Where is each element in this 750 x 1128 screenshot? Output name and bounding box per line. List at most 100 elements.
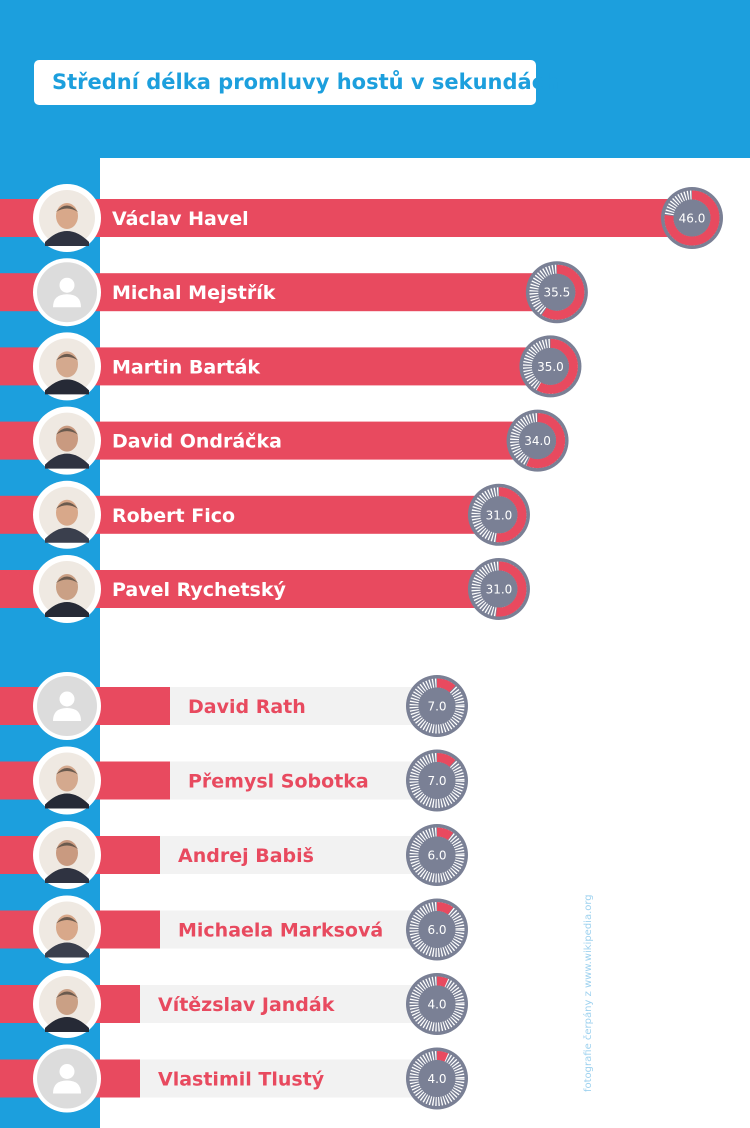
gauge-center (480, 570, 518, 608)
suit-shape (45, 379, 89, 395)
gauge-center (418, 1060, 456, 1097)
person-icon (53, 1080, 81, 1094)
value-gauge: 4.0 (406, 973, 468, 1035)
hair-shape (56, 353, 78, 361)
portrait-photo (33, 480, 101, 549)
suit-shape (45, 793, 89, 809)
face-shape (56, 840, 78, 866)
gauge-fill (529, 264, 585, 320)
hair-shape (56, 768, 78, 775)
bar-label: Michaela Marksová (178, 920, 383, 942)
portrait-photo (33, 332, 101, 401)
gauge-fill (409, 678, 465, 734)
gauge-scale (409, 827, 465, 883)
hair-shape (56, 428, 78, 435)
data-label: 4.0 (427, 998, 446, 1012)
person-icon (53, 708, 81, 721)
data-label: 6.0 (427, 849, 446, 863)
gauge-fill (471, 561, 527, 617)
portrait-photo (33, 895, 101, 964)
hair-shape (56, 502, 78, 509)
gauge-fill (664, 190, 720, 246)
person-icon (59, 277, 75, 293)
gauge-fill (471, 487, 527, 543)
suit-shape (45, 942, 89, 958)
person-icon (53, 294, 81, 308)
suit-shape (45, 453, 89, 469)
gauge-fill (409, 976, 465, 1032)
value-gauge: 6.0 (406, 824, 468, 886)
data-label: 7.0 (427, 700, 446, 714)
gauge-center (418, 911, 456, 948)
bar-track (100, 985, 440, 1023)
hair-shape (56, 205, 78, 212)
bar-label: Vítězslav Jandák (158, 994, 335, 1016)
value-gauge: 6.0 (406, 898, 468, 961)
person-icon (59, 691, 75, 707)
face-shape (56, 351, 78, 378)
bar-label: Martin Barták (112, 356, 260, 378)
data-label: 7.0 (427, 774, 446, 788)
bar-track (100, 1059, 440, 1098)
data-label: 46.0 (679, 212, 706, 226)
portrait-photo (33, 555, 101, 623)
avatar-placeholder (33, 1044, 101, 1113)
bar-label: Michal Mejstřík (112, 282, 276, 304)
value-gauge: 34.0 (506, 409, 569, 472)
gauge-center (538, 273, 576, 311)
portrait-photo (33, 970, 101, 1038)
avatar-placeholder (33, 258, 101, 327)
hair-shape (56, 842, 78, 849)
chart-title: Střední délka promluvy hostů v sekundách (34, 60, 559, 105)
value-gauge: 31.0 (467, 558, 530, 620)
bar (0, 199, 692, 237)
gauge-center (418, 985, 456, 1023)
gauge-center (531, 347, 569, 385)
data-label: 31.0 (486, 583, 513, 597)
bar-label: David Ondráčka (112, 431, 282, 453)
hair-shape (56, 917, 78, 924)
data-label: 35.5 (544, 286, 571, 300)
portrait-photo (33, 821, 101, 889)
face-shape (56, 765, 78, 792)
face-shape (56, 203, 78, 229)
gauge-center (480, 496, 518, 534)
gauge-scale (409, 753, 465, 808)
gauge-scale (409, 678, 465, 734)
face-shape (56, 425, 78, 452)
value-gauge: 7.0 (406, 675, 468, 737)
suit-shape (45, 868, 89, 883)
bar-label: David Rath (188, 696, 306, 718)
gauge-scale (409, 1051, 465, 1106)
gauge-center (418, 762, 456, 799)
gauge-fill (409, 753, 465, 808)
bar-label: Vlastimil Tlustý (158, 1069, 325, 1091)
data-label: 34.0 (524, 434, 551, 448)
face-shape (56, 574, 78, 600)
gauge-scale (409, 976, 465, 1032)
value-gauge: 31.0 (467, 483, 530, 546)
gauge-center (418, 836, 456, 874)
bar-label: Andrej Babiš (178, 845, 314, 867)
suit-shape (45, 231, 89, 246)
avatar-placeholder (33, 672, 101, 740)
bar-label: Václav Havel (112, 208, 249, 230)
person-icon (59, 1064, 75, 1079)
gauge-fill (510, 413, 566, 469)
bar-label: Pavel Rychetský (112, 579, 287, 601)
portrait-photo (33, 746, 101, 815)
gauge-scale (409, 902, 465, 957)
data-label: 4.0 (427, 1072, 446, 1086)
face-shape (56, 499, 78, 526)
face-shape (56, 914, 78, 941)
hair-shape (56, 991, 78, 998)
value-gauge: 7.0 (406, 749, 468, 812)
suit-shape (45, 527, 89, 543)
suit-shape (45, 602, 89, 617)
gauge-fill (409, 827, 465, 883)
face-shape (56, 989, 78, 1015)
gauge-center (519, 422, 557, 460)
data-label: 31.0 (486, 508, 513, 522)
gauge-center (673, 199, 711, 237)
